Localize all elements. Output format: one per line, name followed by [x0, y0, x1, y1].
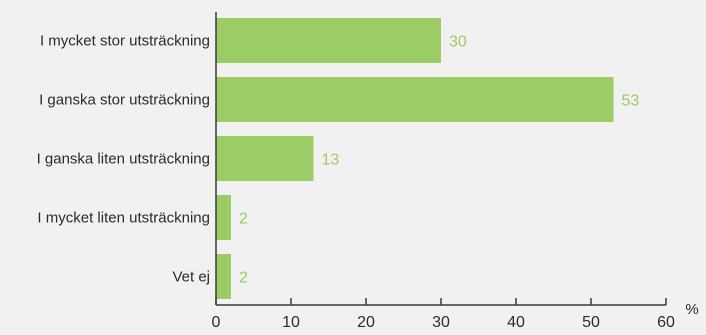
x-ticks-group: 0 10 20 30 40 50 60 [212, 298, 675, 331]
data-label-1: 53 [622, 93, 640, 110]
bar-4 [216, 254, 231, 299]
x-tick-label-0: 0 [212, 314, 221, 331]
bar-1 [216, 77, 614, 122]
x-tick-label-5: 50 [582, 314, 600, 331]
x-tick-label-1: 10 [282, 314, 300, 331]
category-label-0: I mycket stor utsträckning [40, 33, 210, 50]
data-label-2: 13 [322, 152, 340, 169]
bar-2 [216, 136, 314, 181]
data-label-4: 2 [239, 270, 248, 287]
bars-group [216, 18, 614, 299]
data-label-3: 2 [239, 211, 248, 228]
category-label-1: I ganska stor utsträckning [39, 92, 210, 109]
category-label-2: I ganska liten utsträckning [37, 151, 210, 168]
category-label-3: I mycket liten utsträckning [37, 210, 210, 227]
data-labels-group: 30 53 13 2 2 [239, 34, 639, 287]
category-label-4: Vet ej [172, 269, 210, 286]
data-label-0: 30 [449, 34, 467, 51]
x-tick-label-6: 60 [657, 314, 675, 331]
category-labels-group: I mycket stor utsträckning I ganska stor … [37, 33, 210, 286]
bar-3 [216, 195, 231, 240]
x-axis-unit-label: % [685, 301, 698, 318]
x-tick-label-3: 30 [432, 314, 450, 331]
bar-0 [216, 18, 441, 63]
x-tick-label-2: 20 [357, 314, 375, 331]
x-tick-label-4: 40 [507, 314, 525, 331]
